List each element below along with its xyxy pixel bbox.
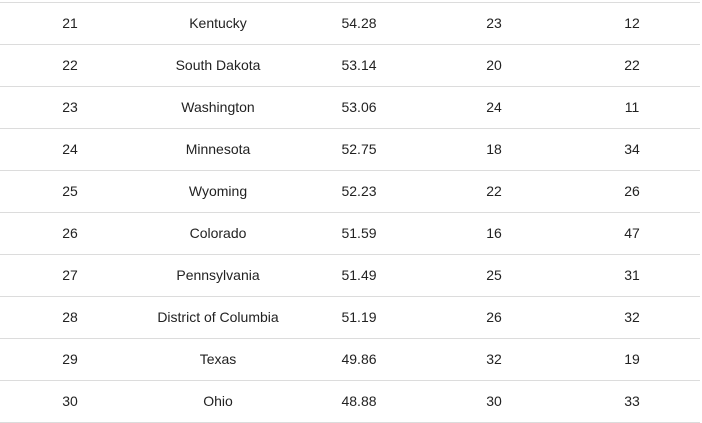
score-cell: 53.06 [341,99,377,115]
state-cell: Kentucky [189,15,247,31]
table-row: 25 Wyoming 52.23 22 26 [0,171,700,213]
score-cell: 49.86 [341,351,377,367]
rank-cell: 30 [62,393,78,409]
table-row: 30 Ohio 48.88 30 33 [0,381,700,423]
state-cell: District of Columbia [157,309,279,325]
score-cell: 48.88 [341,393,377,409]
rank-b-cell: 26 [624,183,640,199]
table-row: 21 Kentucky 54.28 23 12 [0,3,700,45]
rank-a-cell: 20 [486,57,502,73]
rank-cell: 22 [62,57,78,73]
rank-cell: 23 [62,99,78,115]
table-row: 24 Minnesota 52.75 18 34 [0,129,700,171]
table-row: 26 Colorado 51.59 16 47 [0,213,700,255]
score-cell: 53.14 [341,57,377,73]
rank-b-cell: 47 [624,225,640,241]
rank-b-cell: 31 [624,267,640,283]
score-cell: 51.19 [341,309,377,325]
score-cell: 51.49 [341,267,377,283]
state-cell: Ohio [203,393,233,409]
state-cell: Wyoming [188,183,248,199]
rank-b-cell: 33 [624,393,640,409]
table-row: 28 District of Columbia 51.19 26 32 [0,297,700,339]
rank-cell: 25 [62,183,78,199]
rank-b-cell: 32 [624,309,640,325]
state-cell: Pennsylvania [176,267,260,283]
score-cell: 52.23 [341,183,377,199]
state-cell: Minnesota [185,141,251,157]
score-cell: 54.28 [341,15,377,31]
state-cell: Texas [199,351,237,367]
rank-a-cell: 30 [486,393,502,409]
table-row: 29 Texas 49.86 32 19 [0,339,700,381]
rank-a-cell: 16 [486,225,502,241]
rank-a-cell: 26 [486,309,502,325]
table-row: 22 South Dakota 53.14 20 22 [0,45,700,87]
score-cell: 51.59 [341,225,377,241]
state-cell: Colorado [189,225,247,241]
table-row: 27 Pennsylvania 51.49 25 31 [0,255,700,297]
rank-cell: 28 [62,309,78,325]
rank-b-cell: 11 [624,99,640,115]
rank-cell: 21 [62,15,78,31]
table-row: 23 Washington 53.06 24 11 [0,87,700,129]
rank-a-cell: 25 [486,267,502,283]
rank-b-cell: 22 [624,57,640,73]
rank-cell: 26 [62,225,78,241]
score-cell: 52.75 [341,141,377,157]
rank-cell: 29 [62,351,78,367]
rank-a-cell: 32 [486,351,502,367]
rank-a-cell: 23 [486,15,502,31]
rank-b-cell: 12 [624,15,640,31]
rank-b-cell: 34 [624,141,640,157]
rank-a-cell: 22 [486,183,502,199]
rank-cell: 24 [62,141,78,157]
state-cell: Washington [181,99,255,115]
state-cell: South Dakota [175,57,261,73]
rank-b-cell: 19 [624,351,640,367]
rank-cell: 27 [62,267,78,283]
rank-a-cell: 18 [486,141,502,157]
rank-a-cell: 24 [486,99,502,115]
